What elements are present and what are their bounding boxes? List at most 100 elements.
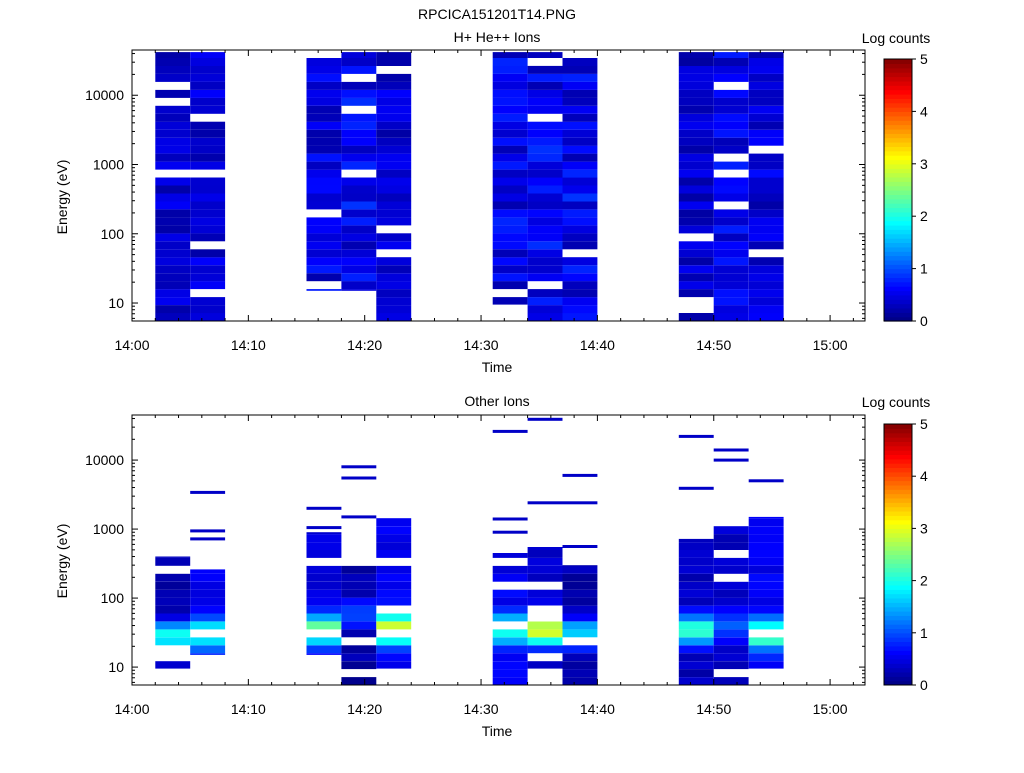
heatmap-cell: [562, 257, 598, 266]
heatmap-cell: [748, 273, 784, 282]
heatmap-cell: [376, 105, 412, 114]
y-tick-label: 10: [108, 659, 124, 675]
heatmap-cell: [155, 129, 191, 138]
heatmap-cell: [376, 289, 412, 298]
heatmap-cell: [748, 605, 784, 614]
colorbar-tick-label: 5: [920, 51, 928, 67]
colorbar-swatch: [884, 76, 912, 82]
colorbar-swatch: [884, 672, 912, 677]
heatmap-cell: [306, 73, 342, 82]
heatmap-cell: [155, 185, 191, 194]
heatmap-cell: [492, 73, 528, 82]
heatmap-cell: [306, 241, 342, 250]
heatmap-cell: [155, 233, 191, 242]
heatmap-cell: [748, 297, 784, 306]
heatmap-cell: [306, 506, 342, 510]
heatmap-cell: [527, 121, 563, 130]
heatmap-cell: [341, 645, 377, 654]
heatmap-cell: [376, 518, 412, 527]
heatmap-cell: [341, 145, 377, 154]
heatmap-cell: [678, 113, 714, 122]
heatmap-cell: [155, 557, 191, 566]
heatmap-cell: [713, 313, 749, 321]
colorbar-swatch: [884, 663, 912, 669]
heatmap-cell: [190, 645, 226, 654]
colorbar-swatch: [884, 432, 912, 438]
panel-bottom-ylabel: Energy (eV): [54, 524, 70, 599]
colorbar-swatch: [884, 246, 912, 252]
heatmap-cell: [341, 129, 377, 138]
colorbar-swatch: [884, 155, 912, 161]
heatmap-cell: [562, 193, 598, 202]
colorbar-swatch: [884, 667, 912, 673]
colorbar-swatch: [884, 198, 912, 204]
heatmap-cell: [155, 177, 191, 186]
heatmap-cell: [678, 145, 714, 154]
colorbar-swatch: [884, 624, 912, 629]
colorbar-swatch: [884, 259, 912, 265]
heatmap-cell: [713, 653, 749, 662]
colorbar-swatch: [884, 312, 912, 318]
panel-bottom-title: Other Ions: [464, 393, 529, 409]
heatmap-cell: [155, 65, 191, 74]
heatmap-cell: [678, 613, 714, 622]
heatmap-cell: [748, 550, 784, 558]
heatmap-cell: [527, 547, 563, 550]
heatmap-cell: [562, 58, 598, 66]
colorbar-swatch: [884, 484, 912, 490]
heatmap-cell: [492, 145, 528, 154]
heatmap-cell: [713, 645, 749, 654]
heatmap-cell: [155, 605, 191, 614]
heatmap-cell: [562, 297, 598, 306]
heatmap-cell: [306, 532, 342, 535]
heatmap-cell: [678, 289, 714, 298]
heatmap-cell: [492, 553, 528, 558]
y-tick-label: 1000: [93, 521, 124, 537]
heatmap-cell: [190, 281, 226, 290]
panel-bottom-xlabel: Time: [482, 723, 513, 739]
heatmap-cell: [678, 217, 714, 226]
heatmap-cell: [306, 621, 342, 630]
heatmap-cell: [713, 613, 749, 622]
heatmap-cell: [376, 217, 412, 226]
heatmap-cell: [713, 289, 749, 298]
x-tick-label: 14:00: [114, 701, 149, 717]
heatmap-cell: [341, 605, 377, 614]
colorbar-swatch: [884, 233, 912, 239]
heatmap-cell: [341, 97, 377, 106]
colorbar-swatch: [884, 641, 912, 647]
colorbar-swatch: [884, 203, 912, 209]
heatmap-cell: [155, 121, 191, 130]
heatmap-cell: [527, 185, 563, 194]
heatmap-cell: [341, 661, 377, 670]
heatmap-cell: [527, 305, 563, 314]
colorbar-swatch: [884, 606, 912, 612]
heatmap-cell: [306, 177, 342, 186]
heatmap-cell: [376, 550, 412, 558]
heatmap-cell: [748, 479, 784, 483]
heatmap-cell: [527, 629, 563, 638]
heatmap-cell: [492, 653, 528, 662]
heatmap-cell: [376, 233, 412, 242]
heatmap-cell: [748, 121, 784, 130]
colorbar-swatch: [884, 93, 912, 99]
heatmap-cell: [527, 501, 563, 505]
x-tick-label: 14:50: [696, 701, 731, 717]
panel-bottom: Other Ions Log counts Energy (eV) Time 1…: [54, 393, 930, 739]
heatmap-cell: [527, 209, 563, 218]
colorbar-swatch: [884, 519, 912, 525]
colorbar-swatch: [884, 658, 912, 664]
heatmap-cell: [527, 313, 563, 321]
heatmap-cell: [306, 169, 342, 178]
heatmap-cell: [748, 52, 784, 58]
figure-title: RPCICA151201T14.PNG: [418, 6, 576, 22]
heatmap-cell: [678, 52, 714, 58]
heatmap-cell: [306, 137, 342, 146]
heatmap-cell: [341, 113, 377, 122]
heatmap-cell: [713, 52, 749, 58]
colorbar-swatch: [884, 137, 912, 143]
heatmap-cell: [527, 573, 563, 582]
heatmap-cell: [376, 161, 412, 170]
colorbar-swatch: [884, 181, 912, 187]
